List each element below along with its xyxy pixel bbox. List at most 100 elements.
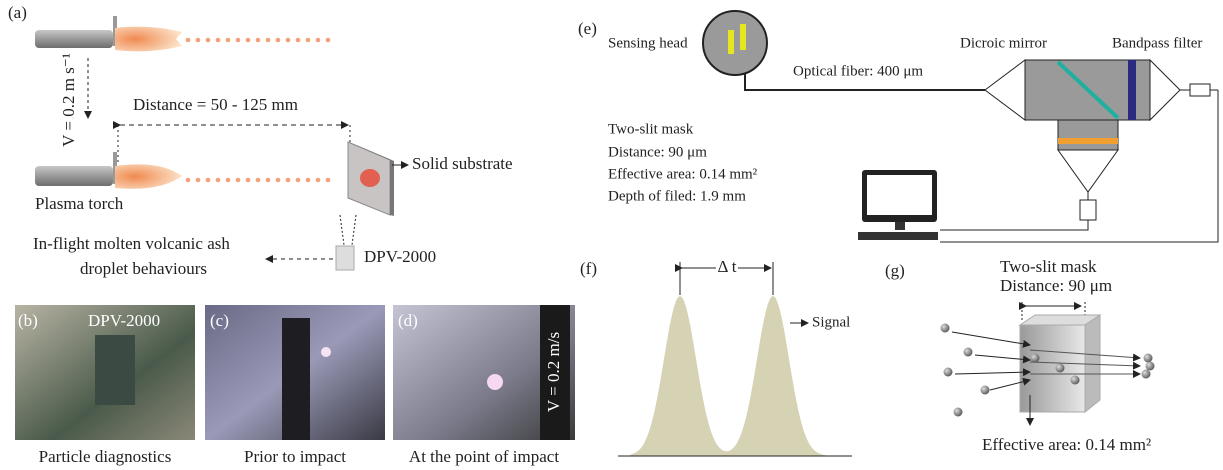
speed-label: V = 0.2 m s⁻¹ (59, 53, 78, 147)
droplet (246, 38, 251, 43)
particle (954, 408, 963, 417)
substrate-label: Solid substrate (412, 154, 513, 173)
droplet (236, 38, 241, 43)
droplet (236, 178, 241, 183)
panel-f: (f) Δ t Signal (580, 257, 852, 456)
droplet (306, 38, 311, 43)
particle (1071, 376, 1080, 385)
droplet (286, 178, 291, 183)
particle (1056, 364, 1065, 373)
panel-label: (c) (210, 311, 229, 330)
panel-label: (d) (398, 311, 418, 330)
caption: At the point of impact (409, 447, 559, 466)
lens (1058, 150, 1118, 192)
optics-tube (1058, 120, 1118, 150)
panel-label: (e) (578, 19, 597, 38)
figure: (a) V = 0.2 m s⁻¹ Distance = 50 - 125 mm… (0, 0, 1223, 470)
droplet (246, 178, 251, 183)
trajectory (955, 372, 1030, 374)
panel-e: (e) Sensing head Optical fiber: 400 μm D… (578, 11, 1218, 242)
panel-label: (a) (8, 3, 27, 22)
droplet (256, 38, 261, 43)
droplet (216, 178, 221, 183)
droplet (306, 178, 311, 183)
droplet (276, 178, 281, 183)
caption: Particle diagnostics (39, 447, 172, 466)
particle (1144, 354, 1153, 363)
stand (895, 222, 905, 230)
detector (1080, 200, 1096, 220)
mask-label: Two-slit mask (608, 121, 694, 137)
particle (941, 324, 950, 333)
particle (1146, 362, 1155, 371)
panel-label: (b) (18, 311, 38, 330)
signal-label: Signal (812, 314, 850, 330)
overlay-label: V = 0.2 m/s (544, 332, 563, 412)
panel-label: (f) (580, 259, 597, 278)
droplet (266, 178, 271, 183)
mask-label: Two-slit mask (1000, 257, 1097, 276)
filter (1128, 60, 1136, 120)
torch (35, 30, 113, 48)
panel-d: (d) V = 0.2 m/s At the point of impact (393, 305, 575, 466)
splat (360, 169, 380, 187)
plume (487, 374, 503, 390)
panel-a: (a) V = 0.2 m s⁻¹ Distance = 50 - 125 mm… (8, 3, 513, 278)
lens (985, 60, 1025, 120)
droplet (316, 38, 321, 43)
cube-side (1085, 315, 1100, 412)
droplet (196, 38, 201, 43)
droplet (276, 38, 281, 43)
filter-label: Bandpass filter (1112, 35, 1202, 51)
slit (728, 30, 734, 54)
signal-peaks (630, 296, 830, 456)
droplet (296, 38, 301, 43)
torch-label: Plasma torch (35, 194, 124, 213)
robot-arm (282, 318, 310, 440)
distance-label: Distance = 50 - 125 mm (133, 95, 298, 114)
particle (964, 348, 973, 357)
particle (944, 368, 953, 377)
panel-b: (b) DPV-2000 Particle diagnostics (15, 305, 195, 466)
droplet (286, 38, 291, 43)
droplet (296, 178, 301, 183)
behaviour-label: droplet behaviours (80, 259, 207, 278)
particle (1142, 370, 1151, 379)
plume (321, 347, 331, 357)
delta-label: Δ t (718, 257, 737, 276)
panel-label: (g) (885, 261, 905, 280)
filter (1058, 138, 1118, 144)
droplet (196, 178, 201, 183)
device-label: DPV-2000 (364, 247, 436, 266)
mirror-label: Dicroic mirror (960, 35, 1047, 51)
panel-c: (c) Prior to impact (205, 305, 385, 466)
detector (1190, 84, 1210, 96)
area-label: Effective area: 0.14 mm² (982, 435, 1151, 454)
area-label: Effective area: 0.14 mm² (608, 166, 758, 182)
droplet (316, 178, 321, 183)
droplet (326, 38, 331, 43)
slit (740, 24, 746, 50)
flame (115, 164, 182, 188)
panel-g: (g) Two-slit mask Distance: 90 μm Effect… (885, 257, 1155, 454)
droplet (326, 178, 331, 183)
flame (115, 27, 182, 52)
guide (340, 215, 356, 245)
droplet (266, 38, 271, 43)
droplet (226, 38, 231, 43)
droplet (206, 178, 211, 183)
droplet (226, 178, 231, 183)
sensing-head (703, 11, 767, 75)
droplet (186, 178, 191, 183)
droplet (256, 178, 261, 183)
distance-label: Distance: 90 μm (1000, 276, 1112, 295)
keyboard (858, 232, 938, 240)
behaviour-label: In-flight molten volcanic ash (33, 234, 230, 253)
particle (1031, 354, 1040, 363)
trajectory (952, 332, 1030, 345)
distance-label: Distance: 90 μm (608, 144, 707, 160)
overlay-label: DPV-2000 (88, 311, 160, 330)
fiber-label: Optical fiber: 400 μm (793, 63, 923, 79)
droplets (186, 38, 331, 43)
droplets (186, 178, 331, 183)
